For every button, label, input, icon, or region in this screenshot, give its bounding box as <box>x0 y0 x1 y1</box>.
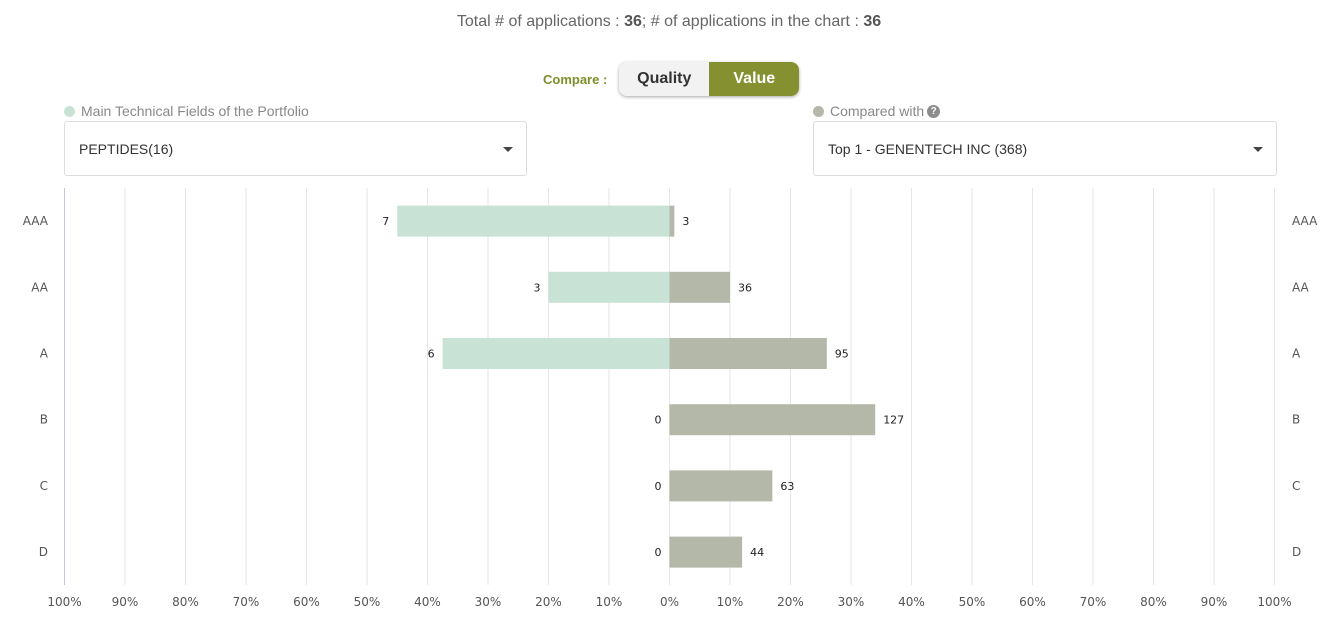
x-tick-label: 40% <box>414 595 441 609</box>
x-tick-label: 70% <box>233 595 260 609</box>
compare-toggle: Quality Value <box>619 62 800 96</box>
right-select-label: Compared with ? <box>813 103 941 119</box>
totals-line: Total # of applications : 36; # of appli… <box>0 13 1338 31</box>
chevron-down-icon <box>503 147 513 152</box>
bar-right <box>669 338 827 369</box>
bar-right <box>669 470 773 502</box>
x-tick-label: 30% <box>475 595 502 609</box>
data-label-left: 0 <box>655 480 662 493</box>
compare-label: Compare : <box>543 71 608 87</box>
chart-count-label: ; # of applications in the chart : <box>641 13 864 30</box>
x-tick-label: 100% <box>47 595 81 609</box>
value-toggle-button[interactable]: Value <box>709 62 800 96</box>
x-tick-label: 60% <box>1019 595 1046 609</box>
total-label: Total # of applications : <box>456 13 625 30</box>
left-select-label-text: Main Technical Fields of the Portfolio <box>81 103 309 119</box>
data-label-right: 44 <box>750 546 764 559</box>
data-label-left: 0 <box>655 414 662 427</box>
compare-control: Compare : Quality Value <box>543 62 800 96</box>
y-category-label-right: A <box>1292 347 1301 361</box>
data-label-left: 6 <box>428 348 435 361</box>
x-tick-label: 100% <box>1257 595 1291 609</box>
y-category-label-left: AAA <box>23 214 49 228</box>
compared-with-select[interactable]: Top 1 - GENENTECH INC (368) <box>813 121 1277 176</box>
quality-toggle-button[interactable]: Quality <box>619 62 710 96</box>
bar-right <box>669 271 730 303</box>
data-label-right: 127 <box>883 414 904 427</box>
data-label-left: 7 <box>382 215 389 228</box>
bar-left <box>442 338 670 369</box>
x-tick-label: 70% <box>1080 595 1107 609</box>
left-series-dot-icon <box>64 105 75 117</box>
y-category-label-right: C <box>1292 479 1300 493</box>
y-category-label-right: B <box>1292 413 1300 427</box>
x-tick-label: 0% <box>660 595 679 609</box>
bar-right <box>669 205 675 237</box>
bar-left <box>548 271 670 303</box>
data-label-right: 95 <box>835 348 849 361</box>
technical-field-select[interactable]: PEPTIDES(16) <box>64 121 527 176</box>
y-category-label-left: A <box>40 347 49 361</box>
data-label-left: 0 <box>655 546 662 559</box>
x-tick-label: 40% <box>898 595 925 609</box>
x-tick-label: 20% <box>777 595 804 609</box>
technical-field-select-value: PEPTIDES(16) <box>79 140 174 157</box>
compared-with-select-value: Top 1 - GENENTECH INC (368) <box>828 140 1028 157</box>
x-tick-label: 20% <box>535 595 562 609</box>
x-tick-label: 10% <box>717 595 744 609</box>
x-tick-label: 50% <box>354 595 381 609</box>
bar-left <box>397 205 670 237</box>
total-value: 36 <box>624 13 642 30</box>
help-icon[interactable]: ? <box>927 104 941 118</box>
data-label-right: 3 <box>682 215 689 228</box>
x-tick-label: 50% <box>959 595 986 609</box>
data-label-right: 63 <box>780 480 794 493</box>
bar-right <box>669 536 743 568</box>
x-tick-label: 80% <box>1140 595 1167 609</box>
y-category-label-left: B <box>40 413 48 427</box>
chart-count-value: 36 <box>863 13 882 30</box>
y-category-label-right: AAA <box>1292 214 1318 228</box>
y-category-label-left: D <box>39 545 48 559</box>
right-select-label-text: Compared with <box>830 103 925 119</box>
bar-right <box>669 404 876 436</box>
y-category-label-left: AA <box>31 280 49 294</box>
x-tick-label: 10% <box>596 595 623 609</box>
y-category-label-left: C <box>40 479 48 493</box>
x-tick-label: 80% <box>172 595 199 609</box>
x-tick-label: 90% <box>1201 595 1228 609</box>
x-tick-label: 90% <box>112 595 139 609</box>
y-category-label-right: D <box>1292 545 1301 559</box>
chevron-down-icon <box>1253 147 1263 152</box>
y-category-label-right: AA <box>1292 280 1310 294</box>
data-label-left: 3 <box>534 281 541 294</box>
right-series-dot-icon <box>813 105 824 117</box>
left-select-label: Main Technical Fields of the Portfolio <box>64 103 309 119</box>
x-tick-label: 60% <box>293 595 320 609</box>
x-tick-label: 30% <box>838 595 865 609</box>
data-label-right: 36 <box>738 281 752 294</box>
